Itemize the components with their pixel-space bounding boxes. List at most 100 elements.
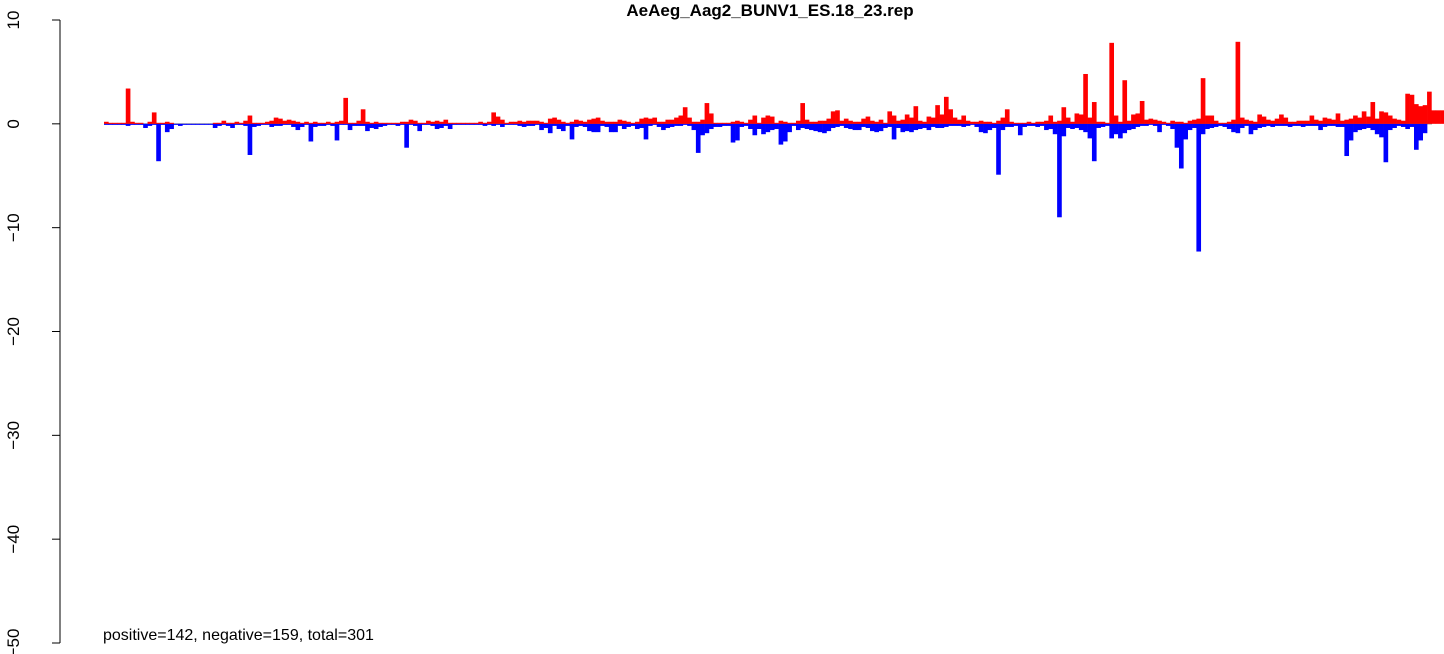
negative-bar (1257, 123, 1262, 128)
positive-bar (1013, 122, 1019, 124)
positive-bar (421, 122, 427, 124)
negative-bar (1044, 123, 1049, 131)
negative-bar (574, 123, 579, 127)
negative-bar (756, 123, 762, 130)
negative-bar (465, 123, 470, 125)
negative-bar (447, 123, 453, 130)
negative-bar (1357, 123, 1363, 131)
negative-bar (134, 123, 140, 125)
negative-bar (199, 123, 205, 125)
negative-bar (360, 123, 366, 126)
negative-bar (1105, 123, 1110, 126)
negative-bar (987, 123, 993, 131)
positive-bar (1118, 121, 1123, 124)
negative-bar (1031, 123, 1036, 126)
positive-bar (948, 109, 953, 124)
negative-bar (147, 123, 153, 126)
positive-bar (765, 115, 771, 124)
positive-bar (1126, 120, 1132, 124)
positive-bar (1078, 114, 1084, 124)
negative-bar (1065, 123, 1071, 128)
negative-bar (1004, 123, 1010, 127)
positive-bar (1361, 111, 1367, 124)
positive-bar (634, 121, 640, 124)
positive-bar (669, 119, 675, 124)
negative-bar (1165, 123, 1171, 126)
positive-bar (913, 106, 919, 124)
positive-bar (486, 121, 492, 124)
negative-bar (791, 123, 797, 126)
negative-bar (800, 123, 805, 128)
negative-bar (352, 123, 357, 126)
positive-bar (1427, 91, 1432, 124)
positive-bar (1379, 111, 1384, 124)
positive-bar (1318, 120, 1323, 124)
positive-bar (843, 118, 849, 124)
positive-bar (1266, 119, 1271, 124)
positive-bar (325, 121, 331, 124)
negative-bar (1414, 123, 1419, 150)
positive-bar (1057, 120, 1062, 124)
positive-bar (1178, 121, 1184, 124)
positive-bar (661, 121, 666, 124)
positive-bar (943, 96, 949, 124)
positive-bar (230, 122, 235, 124)
positive-bar (439, 121, 444, 124)
negative-bar (191, 123, 196, 125)
positive-bar (1248, 120, 1254, 124)
negative-bar (1209, 123, 1215, 128)
positive-bar (251, 122, 257, 124)
negative-bar (682, 123, 688, 125)
negative-bar (399, 123, 405, 125)
negative-bar (552, 123, 557, 126)
positive-bar (752, 115, 758, 124)
positive-bar (1035, 121, 1041, 124)
positive-bar (1213, 120, 1219, 124)
negative-bar (173, 123, 179, 125)
negative-bar (769, 123, 775, 131)
negative-bar (578, 123, 584, 126)
negative-bar (526, 123, 531, 126)
negative-bar (1392, 123, 1397, 128)
positive-bar (809, 121, 814, 124)
positive-bar (317, 122, 322, 124)
negative-bar (674, 123, 679, 126)
negative-bar (1000, 123, 1006, 131)
negative-bar (1340, 123, 1345, 127)
negative-bar (1353, 123, 1358, 133)
positive-bar (1283, 117, 1289, 124)
negative-bar (978, 123, 984, 133)
positive-bar (330, 122, 335, 124)
positive-bar (508, 121, 514, 124)
negative-bar (295, 123, 301, 131)
positive-bar (569, 121, 575, 124)
negative-bar (260, 123, 266, 125)
positive-bar (639, 118, 644, 124)
negative-bar (613, 123, 618, 133)
negative-bar (286, 123, 292, 125)
negative-bar (861, 123, 866, 127)
positive-bar (160, 122, 166, 124)
positive-bar (778, 120, 784, 124)
y-tick-label: −40 (4, 525, 23, 554)
negative-bar (517, 123, 523, 126)
negative-bar (1061, 123, 1067, 137)
negative-bar (1422, 123, 1428, 134)
negative-bar (1383, 123, 1389, 163)
positive-bar (983, 121, 988, 124)
positive-bar (1017, 122, 1023, 124)
positive-bar (404, 121, 409, 124)
positive-bar (839, 120, 845, 124)
positive-bar (830, 111, 836, 124)
positive-bar (852, 121, 858, 124)
negative-bar (1161, 123, 1167, 125)
positive-bar (164, 121, 170, 124)
negative-bar (321, 123, 327, 126)
positive-bar (878, 119, 884, 124)
positive-bar (217, 122, 222, 124)
negative-bar (1379, 123, 1384, 138)
positive-bar (739, 121, 745, 124)
positive-bar (957, 119, 962, 124)
negative-bar (778, 123, 784, 145)
